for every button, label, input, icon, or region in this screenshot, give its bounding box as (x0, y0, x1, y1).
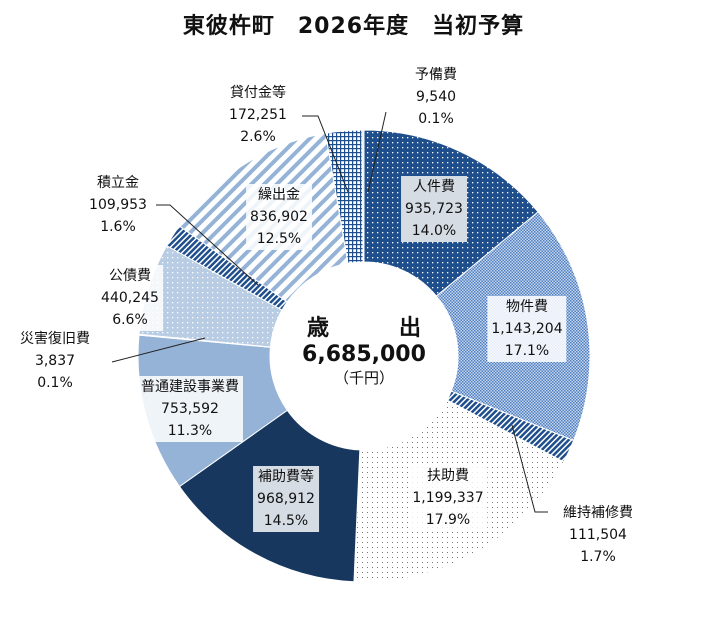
label-saigaifukkyu: 災害復旧費 3,837 0.1% (16, 328, 94, 394)
label-text: 人件費 (413, 179, 455, 195)
label-text: 1,199,337 (412, 490, 484, 506)
label-text: 予備費 (415, 67, 457, 83)
label-text: 維持補修費 (563, 505, 633, 521)
label-hojohito: 補助費等 968,912 14.5% (253, 466, 319, 532)
label-text: 物件費 (505, 299, 548, 315)
label-text: 109,953 (89, 197, 147, 213)
center-total: 6,685,000 (302, 342, 426, 367)
label-text: 貸付金等 (230, 85, 286, 101)
label-kosaihi: 公債費 440,245 6.6% (97, 265, 163, 331)
label-ijihoshuhi: 維持補修費 111,504 1.7% (559, 502, 637, 568)
label-text: 17.1% (504, 343, 550, 359)
wedge-11 (361, 129, 365, 263)
label-text: 1.7% (580, 549, 616, 565)
center-title: 歳 出 (306, 316, 446, 341)
label-tsumitatekin: 積立金 109,953 1.6% (85, 172, 151, 238)
center-label: 歳 出 6,685,000 （千円） (283, 310, 445, 388)
leader-lines (111, 111, 548, 513)
label-text: 公債費 (109, 268, 151, 284)
label-text: 0.1% (37, 375, 73, 391)
label-text: 11.3% (167, 423, 213, 439)
label-text: 111,504 (569, 527, 627, 543)
label-text: 935,723 (405, 201, 463, 217)
label-text: 172,251 (229, 107, 287, 123)
label-text: 0.1% (418, 111, 454, 127)
label-text: 普通建設事業費 (141, 379, 239, 395)
label-text: 3,837 (34, 353, 76, 369)
chart-title: 東彼杵町 2026年度 当初予算 (182, 14, 525, 39)
label-kashitsukekin: 貸付金等 172,251 2.6% (225, 82, 291, 148)
label-text: 753,592 (161, 401, 219, 417)
label-text: 繰出金 (258, 187, 300, 203)
label-text: 17.9% (425, 512, 471, 528)
label-text: 836,902 (250, 209, 308, 225)
label-text: 2.6% (240, 129, 276, 145)
label-text: 440,245 (101, 290, 159, 306)
label-text: 14.0% (411, 223, 457, 239)
label-text: 災害復旧費 (20, 331, 90, 347)
label-text: 14.5% (263, 513, 309, 529)
label-text: 968,912 (257, 491, 315, 507)
label-text: 1.6% (100, 219, 136, 235)
label-jinkenhi: 人件費 935,723 14.0% (401, 176, 467, 242)
label-text: 6.6% (112, 312, 148, 328)
label-text: 扶助費 (426, 468, 469, 484)
label-yobihi: 予備費 9,540 0.1% (411, 64, 461, 130)
label-fujohi: 扶助費 1,199,337 17.9% (408, 465, 488, 531)
label-text: 9,540 (415, 89, 457, 105)
label-bukkenhi: 物件費 1,143,204 17.1% (487, 296, 567, 362)
label-text: 積立金 (97, 175, 139, 191)
label-kuridashikin: 繰出金 836,902 12.5% (246, 184, 312, 250)
label-text: 補助費等 (258, 469, 314, 485)
label-text: 12.5% (256, 231, 302, 247)
label-text: 1,143,204 (491, 321, 563, 337)
center-unit: （千円） (333, 369, 395, 387)
label-futsukensetsu: 普通建設事業費 753,592 11.3% (137, 376, 243, 442)
